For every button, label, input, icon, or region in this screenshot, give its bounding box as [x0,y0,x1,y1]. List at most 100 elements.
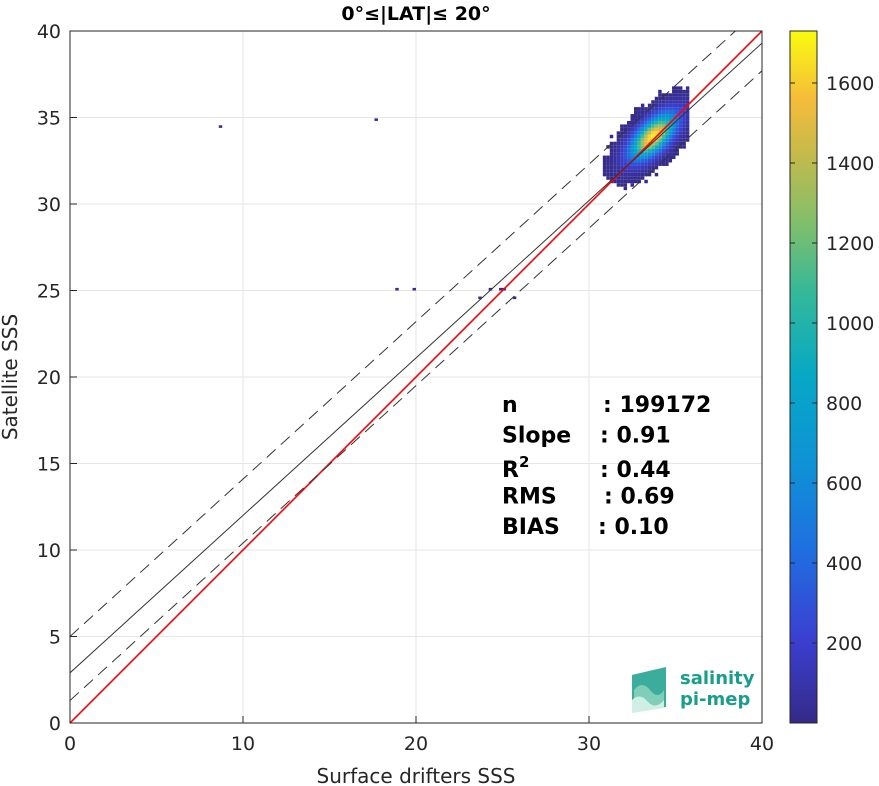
density-cell [609,155,614,160]
density-cell [661,103,666,108]
density-cell [658,110,662,115]
stat-label: BIAS [502,515,560,540]
colorbar-tick-label: 200 [826,633,862,655]
density-cell [654,114,659,118]
density-cell [682,120,686,125]
chart-title: 0°≤|LAT|≤ 20° [341,3,490,25]
density-cell [661,145,666,149]
density-cell [682,134,686,139]
density-cell [661,107,666,111]
density-cell [616,145,621,149]
density-cell [613,155,617,160]
density-cell [623,186,628,191]
density-cell [678,96,683,101]
density-cell [678,138,683,142]
density-cell [651,131,655,135]
density-cell [661,114,666,118]
density-cell [630,152,634,156]
density-cell [627,138,631,142]
density-cell [678,124,683,128]
density-cell [682,100,686,104]
density-cell [672,155,676,160]
density-cell [647,127,652,132]
stat-value: : 0.44 [600,458,671,483]
density-cell [678,145,683,149]
density-cell [609,162,614,166]
density-cell [651,107,655,111]
outlier-cell [395,287,399,291]
density-cell [620,124,624,128]
density-cell [630,162,634,166]
density-cell [672,96,676,101]
density-cell [675,124,679,128]
density-cell [613,159,617,163]
density-cell [654,96,659,101]
density-cell [665,96,669,101]
y-tick-label: 10 [37,540,61,562]
density-cell [654,138,659,142]
density-cell [658,148,662,153]
density-cell [644,152,648,156]
density-cell [651,120,655,125]
density-cell [613,165,617,170]
density-cell [654,148,659,153]
density-cell [613,141,617,146]
outlier-cell [412,287,416,291]
density-cell [672,148,676,153]
density-cell [654,120,659,125]
density-cell [678,103,683,108]
density-cell [682,96,686,101]
density-cell [658,145,662,149]
density-cell [665,103,669,108]
density-cell [658,103,662,108]
density-cell [661,152,666,156]
density-cell [644,148,648,153]
density-cell [633,120,638,125]
density-cell [640,152,645,156]
density-cell [665,110,669,115]
density-cell [678,117,683,121]
density-cell [661,162,666,166]
density-cell [672,141,676,146]
density-cell [668,159,673,163]
density-cell [623,176,628,180]
density-cell [630,165,634,170]
density-cell [627,165,631,170]
density-cell [606,169,610,173]
density-cell [651,145,655,149]
density-cell [644,162,648,166]
density-cell [675,86,679,90]
density-cell [633,110,638,115]
density-cell [678,127,683,132]
density-cell [644,172,648,177]
density-cell [682,103,686,108]
y-tick-label: 20 [37,367,61,389]
density-cell [654,152,659,156]
colorbar [789,30,818,724]
density-cell [613,172,617,177]
density-cell [630,124,634,128]
density-cell [633,124,638,128]
density-cell [644,124,648,128]
density-cell [633,117,638,121]
stat-label: R2 [502,453,529,483]
density-cell [651,162,655,166]
density-cell [633,176,638,180]
density-cell [633,145,638,149]
density-cell [685,138,690,142]
density-cell [627,176,631,180]
density-cell [616,183,621,187]
density-cell [633,165,638,170]
x-axis-label: Surface drifters SSS [317,764,516,786]
density-cell [637,120,641,125]
density-cell [640,138,645,142]
density-cell [647,155,652,160]
y-axis-label: Satellite SSS [0,314,22,440]
density-cell [637,134,641,139]
y-tick-label: 40 [37,21,61,43]
density-cell [627,120,631,125]
density-cell [668,107,673,111]
density-cell [609,152,614,156]
density-cell [616,141,621,146]
density-cell [672,152,676,156]
